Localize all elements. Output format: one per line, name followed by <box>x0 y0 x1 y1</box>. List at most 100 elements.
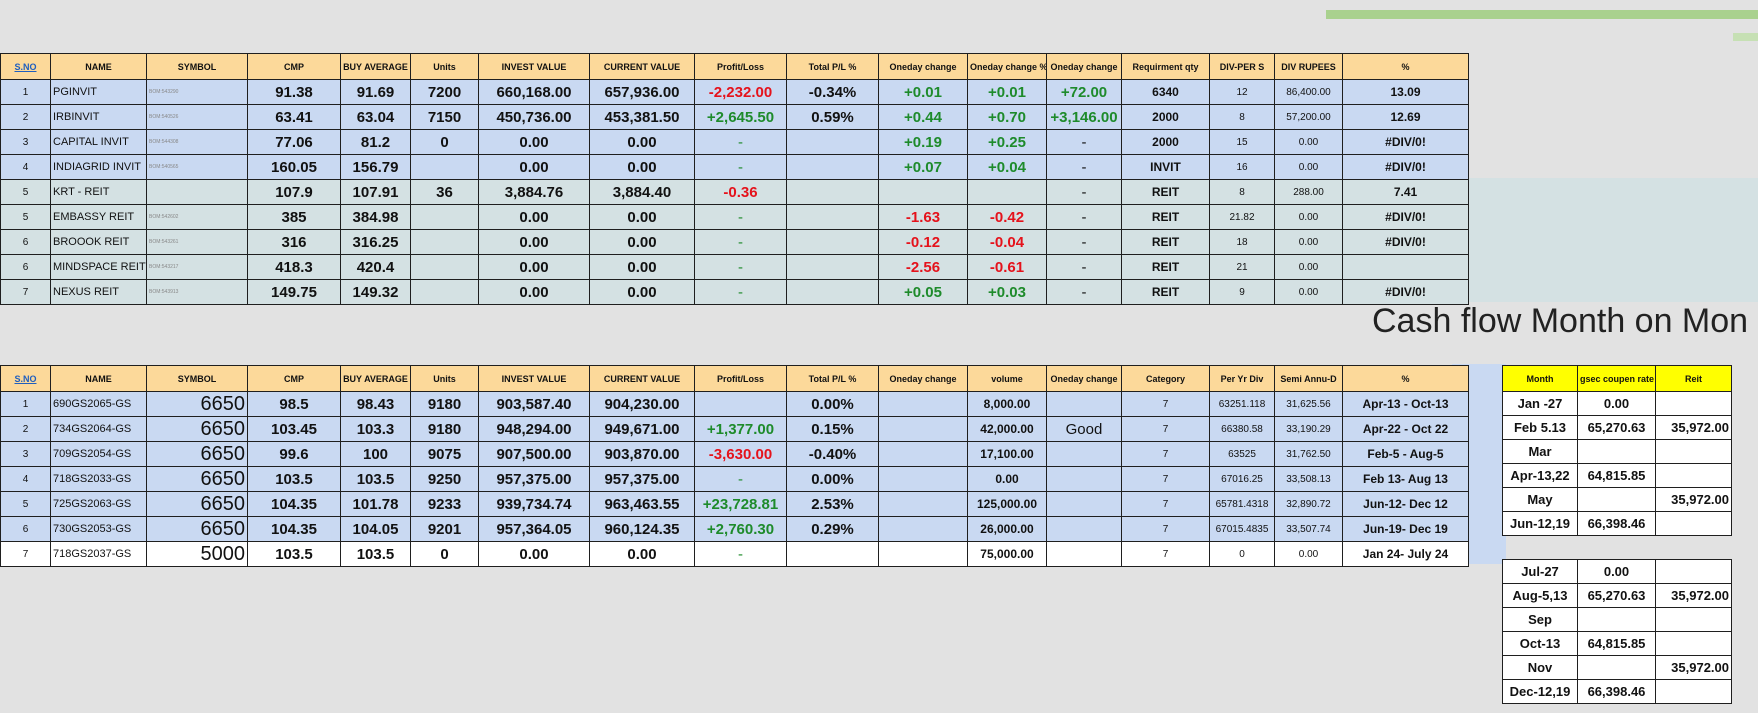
table-cell-div-per[interactable]: 15 <box>1209 129 1275 155</box>
table-cell-cmp[interactable]: 385 <box>247 204 341 230</box>
column-header[interactable]: Profit/Loss <box>694 53 787 80</box>
column-header[interactable]: CMP <box>247 53 341 80</box>
column-header[interactable]: Reit <box>1655 365 1732 392</box>
table-cell-oneday[interactable] <box>878 516 968 542</box>
table-cell-per-yr[interactable]: 67016.25 <box>1209 466 1275 492</box>
table-cell-symbol[interactable]: BOM:540565 <box>146 154 248 180</box>
column-header[interactable]: Units <box>410 53 479 80</box>
table-cell-sno[interactable]: 2 <box>0 416 51 442</box>
column-header[interactable]: Total P/L % <box>786 365 879 392</box>
table-cell-reit[interactable] <box>1655 679 1732 704</box>
table-cell-current[interactable]: 0.00 <box>589 129 695 155</box>
table-cell-semi[interactable]: 31,762.50 <box>1274 441 1343 467</box>
table-cell-total-pl[interactable] <box>786 154 879 180</box>
table-cell-gsec[interactable]: 66,398.46 <box>1577 511 1656 536</box>
table-cell-buy-avg[interactable]: 98.43 <box>340 391 411 417</box>
table-cell-oneday-pct[interactable] <box>967 179 1047 205</box>
table-cell-oneday2[interactable]: - <box>1046 204 1122 230</box>
table-cell-buy-avg[interactable]: 149.32 <box>340 279 411 305</box>
table-cell-req-qty[interactable]: INVIT <box>1121 154 1210 180</box>
table-cell-pct[interactable]: Feb 13- Aug 13 <box>1342 466 1469 492</box>
table-cell-name[interactable]: 725GS2063-GS <box>50 491 147 517</box>
column-header[interactable]: NAME <box>50 365 147 392</box>
table-cell-gsec[interactable] <box>1577 487 1656 512</box>
column-header[interactable]: BUY AVERAGE <box>340 53 411 80</box>
table-cell-units[interactable]: 9250 <box>410 466 479 492</box>
table-cell-sno[interactable]: 5 <box>0 179 51 205</box>
table-cell-name[interactable]: 690GS2065-GS <box>50 391 147 417</box>
table-cell-pl[interactable]: - <box>694 129 787 155</box>
table-cell-current[interactable]: 0.00 <box>589 154 695 180</box>
table-cell-div-rupees[interactable]: 0.00 <box>1274 129 1343 155</box>
table-cell-cmp[interactable]: 107.9 <box>247 179 341 205</box>
table-cell-reit[interactable] <box>1655 511 1732 536</box>
table-cell-cmp[interactable]: 63.41 <box>247 104 341 130</box>
table-cell-div-rupees[interactable]: 57,200.00 <box>1274 104 1343 130</box>
table-cell-pct[interactable]: 13.09 <box>1342 79 1469 105</box>
column-header[interactable]: Profit/Loss <box>694 365 787 392</box>
table-cell-semi[interactable]: 33,508.13 <box>1274 466 1343 492</box>
table-cell-sno[interactable]: 7 <box>0 541 51 567</box>
table-cell-name[interactable]: KRT - REIT <box>50 179 147 205</box>
table-cell-req-qty[interactable]: REIT <box>1121 204 1210 230</box>
table-cell-oneday[interactable]: -1.63 <box>878 204 968 230</box>
table-cell-current[interactable]: 963,463.55 <box>589 491 695 517</box>
table-cell-cmp[interactable]: 316 <box>247 229 341 255</box>
table-cell-sno[interactable]: 6 <box>0 254 51 280</box>
table-cell-semi[interactable]: 32,890.72 <box>1274 491 1343 517</box>
table-cell-reit[interactable] <box>1655 439 1732 464</box>
column-header[interactable]: Category <box>1121 365 1210 392</box>
table-cell-reit[interactable]: 35,972.00 <box>1655 583 1732 608</box>
table-cell-month[interactable]: May <box>1502 487 1578 512</box>
table-cell-invest[interactable]: 0.00 <box>478 154 590 180</box>
table-cell-pl[interactable]: - <box>694 154 787 180</box>
table-cell-invest[interactable]: 939,734.74 <box>478 491 590 517</box>
table-cell-div-rupees[interactable]: 0.00 <box>1274 229 1343 255</box>
table-cell-oneday[interactable] <box>878 441 968 467</box>
column-header[interactable]: S.NO <box>0 53 51 80</box>
table-cell-req-qty[interactable]: 6340 <box>1121 79 1210 105</box>
table-cell-total-pl[interactable] <box>786 254 879 280</box>
column-header[interactable]: Oneday change <box>1046 53 1122 80</box>
table-cell-pl[interactable]: - <box>694 229 787 255</box>
table-cell-invest[interactable]: 3,884.76 <box>478 179 590 205</box>
table-cell-invest[interactable]: 450,736.00 <box>478 104 590 130</box>
table-cell-per-yr[interactable]: 67015.4835 <box>1209 516 1275 542</box>
column-header[interactable]: Requirment qty <box>1121 53 1210 80</box>
table-cell-buy-avg[interactable]: 100 <box>340 441 411 467</box>
table-cell-total-pl[interactable]: -0.40% <box>786 441 879 467</box>
table-cell-reit[interactable] <box>1655 631 1732 656</box>
table-cell-units[interactable] <box>410 154 479 180</box>
table-cell-invest[interactable]: 0.00 <box>478 279 590 305</box>
table-cell-div-rupees[interactable]: 0.00 <box>1274 254 1343 280</box>
table-cell-gsec[interactable] <box>1577 439 1656 464</box>
table-cell-semi[interactable]: 33,190.29 <box>1274 416 1343 442</box>
table-cell-reit[interactable]: 35,972.00 <box>1655 655 1732 680</box>
table-cell-oneday2[interactable] <box>1046 516 1122 542</box>
table-cell-invest[interactable]: 907,500.00 <box>478 441 590 467</box>
table-cell-month[interactable]: Nov <box>1502 655 1578 680</box>
table-cell-div-rupees[interactable]: 0.00 <box>1274 204 1343 230</box>
table-cell-cmp[interactable]: 98.5 <box>247 391 341 417</box>
table-cell-buy-avg[interactable]: 103.3 <box>340 416 411 442</box>
column-header[interactable]: Oneday change <box>1046 365 1122 392</box>
table-cell-oneday[interactable]: +0.19 <box>878 129 968 155</box>
table-cell-oneday-pct[interactable]: -0.04 <box>967 229 1047 255</box>
table-cell-units[interactable]: 36 <box>410 179 479 205</box>
table-cell-sno[interactable]: 4 <box>0 154 51 180</box>
table-cell-cmp[interactable]: 91.38 <box>247 79 341 105</box>
table-cell-symbol[interactable]: BOM:543261 <box>146 229 248 255</box>
table-cell-units[interactable] <box>410 279 479 305</box>
table-cell-oneday[interactable]: +0.44 <box>878 104 968 130</box>
table-cell-volume[interactable]: 26,000.00 <box>967 516 1047 542</box>
table-cell-name[interactable]: INDIAGRID INVIT <box>50 154 147 180</box>
column-header[interactable]: volume <box>967 365 1047 392</box>
table-cell-symbol[interactable]: BOM:543217 <box>146 254 248 280</box>
table-cell-month[interactable]: Feb 5.13 <box>1502 415 1578 440</box>
table-cell-month[interactable]: Dec-12,19 <box>1502 679 1578 704</box>
table-cell-reit[interactable]: 35,972.00 <box>1655 415 1732 440</box>
table-cell-oneday2[interactable]: Good <box>1046 416 1122 442</box>
table-cell-cmp[interactable]: 99.6 <box>247 441 341 467</box>
table-cell-oneday2[interactable] <box>1046 491 1122 517</box>
table-cell-invest[interactable]: 957,364.05 <box>478 516 590 542</box>
